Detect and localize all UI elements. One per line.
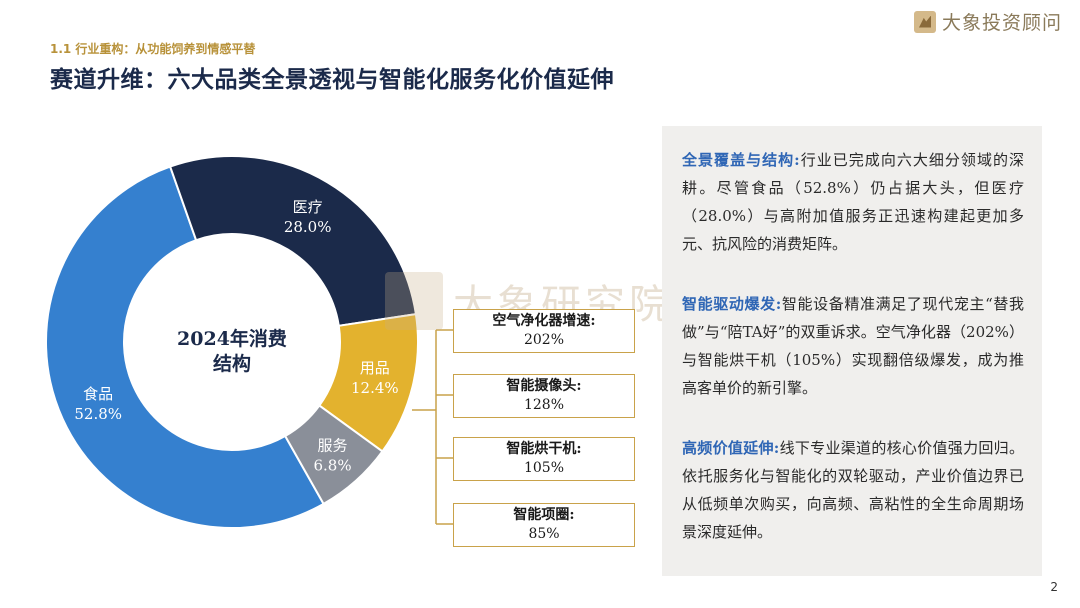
growth-box-smart-collar: 智能项圈: 85% — [453, 503, 635, 547]
growth-value: 128% — [523, 397, 565, 413]
slice-label-value: 52.8% — [74, 405, 122, 423]
chart-center-label-line2: 结构 — [213, 352, 251, 375]
slice-食品 — [45, 165, 325, 529]
insight-heading: 全景覆盖与结构: — [682, 151, 800, 169]
slice-label-value: 28.0% — [284, 218, 332, 236]
insight-heading: 高频价值延伸: — [682, 439, 780, 457]
section-subtitle: 1.1 行业重构：从功能饲养到情感平替 — [50, 42, 256, 56]
slice-医疗 — [168, 155, 418, 327]
slice-label-name: 医疗 — [293, 198, 323, 216]
growth-name: 智能项圈: — [513, 507, 575, 523]
slice-服务 — [283, 404, 384, 506]
growth-value: 202% — [523, 332, 565, 348]
growth-name: 智能烘干机: — [506, 441, 582, 457]
slice-label-name: 服务 — [318, 437, 348, 455]
slice-label-value: 6.8% — [313, 457, 351, 475]
insight-paragraph-smart: 智能驱动爆发:智能设备精准满足了现代宠主“替我做”与“陪TA好”的双重诉求。空气… — [682, 290, 1024, 402]
growth-box-smart-dryer: 智能烘干机: 105% — [453, 437, 635, 481]
slice-label-name: 食品 — [83, 385, 113, 403]
chart-center-label-line1: 2024年消费 — [177, 327, 287, 350]
slice-label-value: 12.4% — [351, 379, 399, 397]
brand-logo-text: 大象投资顾问 — [941, 12, 1062, 34]
growth-box-air-purifier: 空气净化器增速: 202% — [453, 309, 635, 353]
growth-box-smart-camera: 智能摄像头: 128% — [453, 374, 635, 418]
brand-logo: 大象投资顾问 — [913, 8, 1062, 35]
elephant-logo-icon — [913, 10, 936, 33]
insight-paragraph-coverage: 全景覆盖与结构:行业已完成向六大细分领域的深耕。尽管食品（52.8%）仍占据大头… — [682, 146, 1024, 258]
slice-label-name: 用品 — [360, 359, 390, 377]
insight-paragraph-frequency: 高频价值延伸:线下专业渠道的核心价值强力回归。依托服务化与智能化的双轮驱动，产业… — [682, 434, 1024, 546]
insight-heading: 智能驱动爆发: — [682, 295, 782, 313]
growth-value: 85% — [528, 526, 560, 542]
growth-value: 105% — [523, 460, 565, 476]
page-number: 2 — [1050, 580, 1058, 594]
page-title: 赛道升维：六大品类全景透视与智能化服务化价值延伸 — [50, 67, 614, 93]
insight-body: 智能设备精准满足了现代宠主“替我做”与“陪TA好”的双重诉求。空气净化器（202… — [682, 295, 1024, 397]
insight-body: 行业已完成向六大细分领域的深耕。尽管食品（52.8%）仍占据大头，但医疗（28.… — [682, 151, 1024, 253]
insight-body: 线下专业渠道的核心价值强力回归。依托服务化与智能化的双轮驱动，产业价值边界已从低… — [682, 439, 1024, 541]
growth-name: 空气净化器增速: — [492, 313, 596, 329]
growth-name: 智能摄像头: — [506, 378, 582, 394]
insight-panel: 全景覆盖与结构:行业已完成向六大细分领域的深耕。尽管食品（52.8%）仍占据大头… — [662, 126, 1042, 576]
